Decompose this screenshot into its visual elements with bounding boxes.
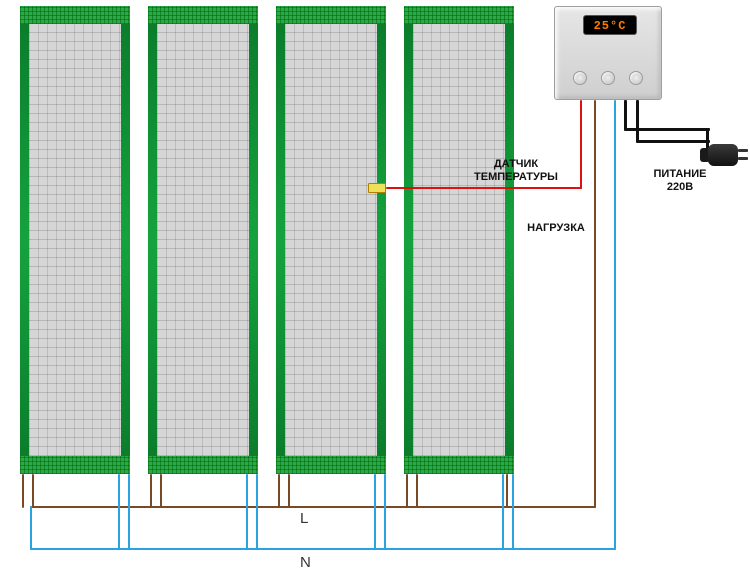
tap-N-3a [374, 474, 376, 550]
tap-N-1b [128, 474, 130, 550]
thermostat-knob-1 [573, 71, 587, 85]
wire-sensor-v [580, 100, 582, 189]
thermostat-knob-3 [629, 71, 643, 85]
thermostat-display: 25°C [583, 15, 637, 35]
label-power: ПИТАНИЕ 220В [640, 168, 720, 194]
wire-power-1v [624, 100, 627, 130]
tap-N-3b [384, 474, 386, 550]
tap-N-1a [118, 474, 120, 550]
tap-L-4r [506, 474, 508, 508]
tap-L-2b [160, 474, 162, 508]
heating-panel-2 [148, 6, 258, 474]
tap-L-1a [22, 474, 24, 508]
wire-sensor-h [386, 187, 582, 189]
tap-N-2a [246, 474, 248, 550]
tap-L-1b [32, 474, 34, 508]
label-N: N [300, 554, 311, 571]
wire-power-2v [636, 100, 639, 142]
tap-L-3b [288, 474, 290, 508]
label-load: НАГРУЗКА [516, 222, 596, 235]
wire-neutral-v [614, 100, 616, 550]
tap-L-3a [278, 474, 280, 508]
label-sensor: ДАТЧИК ТЕМПЕРАТУРЫ [466, 158, 566, 184]
tap-N-4a [502, 474, 504, 550]
tap-L-4b [416, 474, 418, 508]
heating-panel-3 [276, 6, 386, 474]
power-plug [690, 140, 738, 170]
label-L: L [300, 510, 308, 527]
temperature-sensor [368, 183, 386, 193]
tap-L-4a [406, 474, 408, 508]
thermostat-knobs [555, 71, 661, 85]
heating-panel-4 [404, 6, 514, 474]
tap-N-outer [30, 506, 32, 550]
wire-power-1h [624, 128, 710, 131]
tap-N-4b [512, 474, 514, 550]
tap-L-2a [150, 474, 152, 508]
thermostat: 25°C [554, 6, 662, 100]
tap-N-2b [256, 474, 258, 550]
thermostat-knob-2 [601, 71, 615, 85]
wire-load-v [594, 100, 596, 508]
heating-panel-1 [20, 6, 130, 474]
